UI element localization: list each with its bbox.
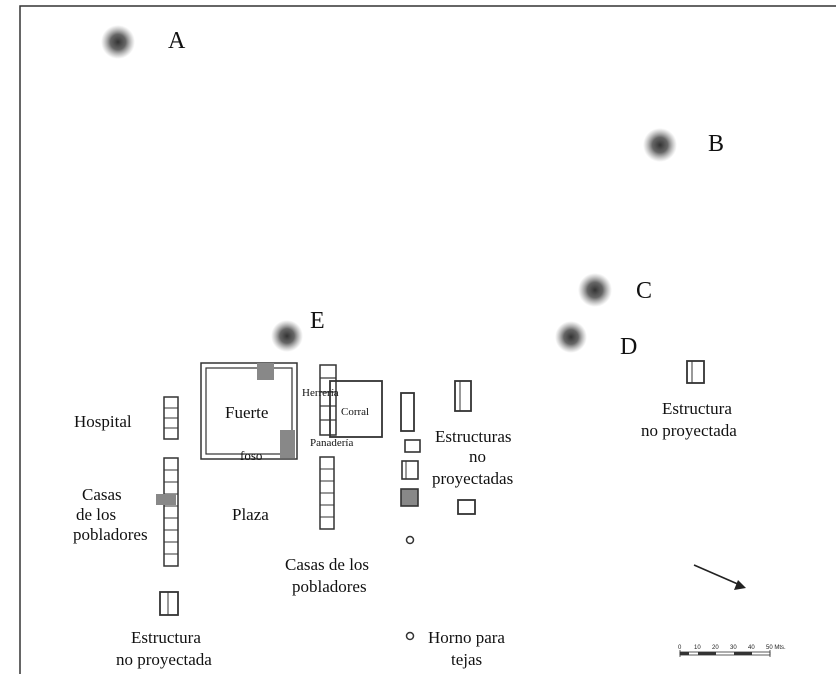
point-label-e: E xyxy=(310,308,325,334)
casas-left-line2: de los xyxy=(76,505,116,524)
casas-center-line2: pobladores xyxy=(292,577,367,596)
marker-d xyxy=(555,321,587,353)
direction-arrow-icon xyxy=(693,564,746,590)
marker-b xyxy=(643,128,677,162)
estructura-right-structure xyxy=(686,360,705,384)
horno-line1: Horno para xyxy=(428,628,505,647)
foso-label: foso xyxy=(240,448,262,463)
point-label-b: B xyxy=(708,131,724,157)
point-label-c: C xyxy=(636,278,652,304)
estructura-right-line1: Estructura xyxy=(662,399,732,418)
herreria-corral-block xyxy=(319,364,383,438)
panaderia-label: Panadería xyxy=(310,437,353,449)
estructuras-center-line3: proyectadas xyxy=(432,469,513,488)
horno-line2: tejas xyxy=(451,650,482,669)
plaza-label: Plaza xyxy=(232,505,269,524)
hospital-structure xyxy=(163,396,179,440)
estructuras-center-line1: Estructuras xyxy=(435,427,511,446)
fuerte-label: Fuerte xyxy=(225,403,268,422)
estructura-bottom-line2: no proyectada xyxy=(116,650,212,669)
marker-e xyxy=(271,320,303,352)
horno-symbol xyxy=(405,631,415,641)
estructura-bottom-structure xyxy=(159,591,179,616)
point-label-d: D xyxy=(620,334,637,360)
scale-tick-10: 10 xyxy=(694,645,701,651)
scale-tick-30: 30 xyxy=(730,645,737,651)
scale-tick-20: 20 xyxy=(712,645,719,651)
herreria-label: Herrería xyxy=(302,387,339,399)
hospital-label: Hospital xyxy=(74,412,132,431)
corral-label: Corral xyxy=(341,406,369,418)
scale-bar xyxy=(679,650,771,657)
marker-c xyxy=(578,273,612,307)
casas-left-structure xyxy=(156,457,179,567)
casas-left-line1: Casas xyxy=(82,485,122,504)
scale-tick-50: 50 Mts. xyxy=(766,645,786,651)
fuerte-structure xyxy=(200,362,298,460)
map-frame xyxy=(19,5,836,674)
scale-tick-0: 0 xyxy=(678,645,682,651)
casas-left-line3: pobladores xyxy=(73,525,148,544)
estructura-right-line2: no proyectada xyxy=(641,421,737,440)
estructuras-center-structures xyxy=(400,380,476,545)
casas-center-structure xyxy=(319,456,335,530)
estructura-bottom-line1: Estructura xyxy=(131,628,201,647)
casas-center-line1: Casas de los xyxy=(285,555,369,574)
estructuras-center-line2: no xyxy=(469,447,486,466)
scale-tick-40: 40 xyxy=(748,645,755,651)
marker-a xyxy=(101,25,135,59)
point-label-a: A xyxy=(168,28,186,54)
